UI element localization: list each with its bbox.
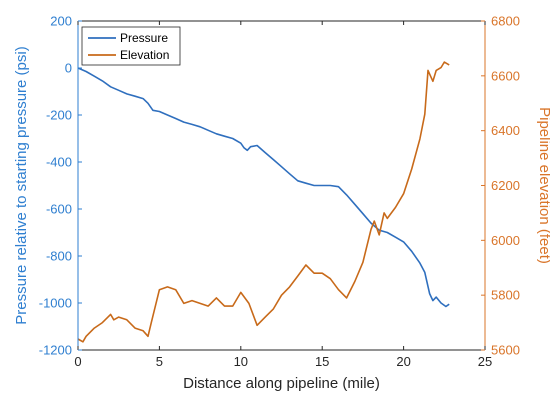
legend-label-pressure: Pressure xyxy=(120,31,168,45)
right-y-tick-label: 5600 xyxy=(491,343,520,358)
axes: 0 5 10 15 20 25 -1200 -1000 -800 -600 -400 -200 0 200… xyxy=(39,14,520,370)
right-y-tick-label: 6000 xyxy=(491,233,520,248)
left-y-axis-title: Pressure relative to starting pressure (… xyxy=(13,46,30,324)
right-y-tick-label: 5800 xyxy=(491,288,520,303)
left-y-tick-label: -1200 xyxy=(39,343,72,358)
right-y-tick-label: 6800 xyxy=(491,14,520,29)
legend-label-elevation: Elevation xyxy=(120,48,169,62)
left-y-tick-label: -400 xyxy=(46,155,72,170)
right-y-tick-label: 6400 xyxy=(491,123,520,138)
x-tick-label: 5 xyxy=(156,354,163,369)
left-y-tick-label: -200 xyxy=(46,108,72,123)
x-tick-label: 15 xyxy=(315,354,329,369)
x-axis-title: Distance along pipeline (mile) xyxy=(183,375,380,392)
x-tick-label: 0 xyxy=(74,354,81,369)
x-tick-label: 10 xyxy=(234,354,248,369)
series-line-pressure xyxy=(77,67,450,308)
right-y-tick-label: 6600 xyxy=(491,68,520,83)
left-y-tick-label: -600 xyxy=(46,202,72,217)
x-tick-label: 25 xyxy=(478,354,492,369)
left-y-tick-label: 0 xyxy=(65,61,72,76)
right-y-tick-label: 6200 xyxy=(491,178,520,193)
legend-box xyxy=(81,26,181,66)
left-y-tick-label: 200 xyxy=(50,14,72,29)
left-y-tick-label: -1000 xyxy=(39,296,72,311)
series-line-elevation xyxy=(77,61,450,343)
left-y-tick-label: -800 xyxy=(46,249,72,264)
right-y-axis-title: Pipeline elevation (feet) xyxy=(536,107,550,264)
plot-area xyxy=(77,61,450,343)
legend: Pressure Elevation xyxy=(81,26,181,66)
x-tick-label: 20 xyxy=(396,354,410,369)
